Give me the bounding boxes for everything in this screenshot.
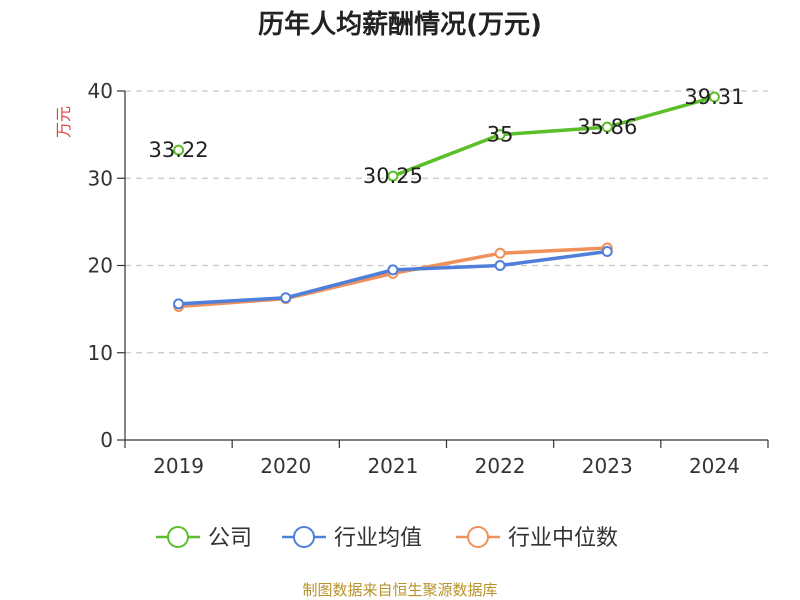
y-axis-label: 万元 — [54, 106, 73, 138]
legend-label: 行业中位数 — [508, 526, 618, 551]
data-point — [494, 129, 506, 141]
data-label: 35.86 — [577, 115, 637, 139]
x-tick-label: 2024 — [689, 454, 740, 478]
x-tick-label: 2022 — [475, 454, 526, 478]
data-point — [601, 246, 613, 258]
data-point — [173, 144, 185, 156]
data-point — [494, 260, 506, 271]
legend-marker — [293, 526, 315, 548]
chart-title: 历年人均薪酬情况(万元) — [258, 10, 542, 40]
legend-label: 行业均值 — [334, 526, 422, 551]
data-label: 39.31 — [684, 85, 744, 109]
data-point — [387, 170, 399, 182]
data-label: 35 — [487, 123, 514, 147]
x-tick-label: 2020 — [260, 454, 311, 478]
y-tick-label: 30 — [88, 166, 113, 190]
data-point — [601, 121, 613, 133]
source-note: 制图数据来自恒生聚源数据库 — [302, 581, 498, 599]
x-tick-label: 2023 — [582, 454, 633, 478]
series-line — [392, 95, 715, 178]
y-tick-label: 40 — [88, 79, 113, 103]
data-point — [494, 247, 506, 259]
data-point — [708, 91, 720, 103]
legend-label: 公司 — [208, 526, 252, 551]
x-tick-label: 2019 — [153, 454, 204, 478]
data-point — [387, 264, 399, 276]
y-tick-label: 0 — [100, 428, 113, 452]
data-point — [173, 298, 185, 310]
y-tick-label: 20 — [88, 254, 113, 278]
data-label: 33.22 — [149, 138, 209, 162]
data-point — [280, 292, 292, 304]
data-label: 30.25 — [363, 164, 423, 188]
legend-marker — [167, 526, 189, 548]
y-tick-label: 10 — [88, 341, 113, 365]
legend-marker — [467, 526, 489, 548]
x-tick-label: 2021 — [367, 454, 418, 478]
